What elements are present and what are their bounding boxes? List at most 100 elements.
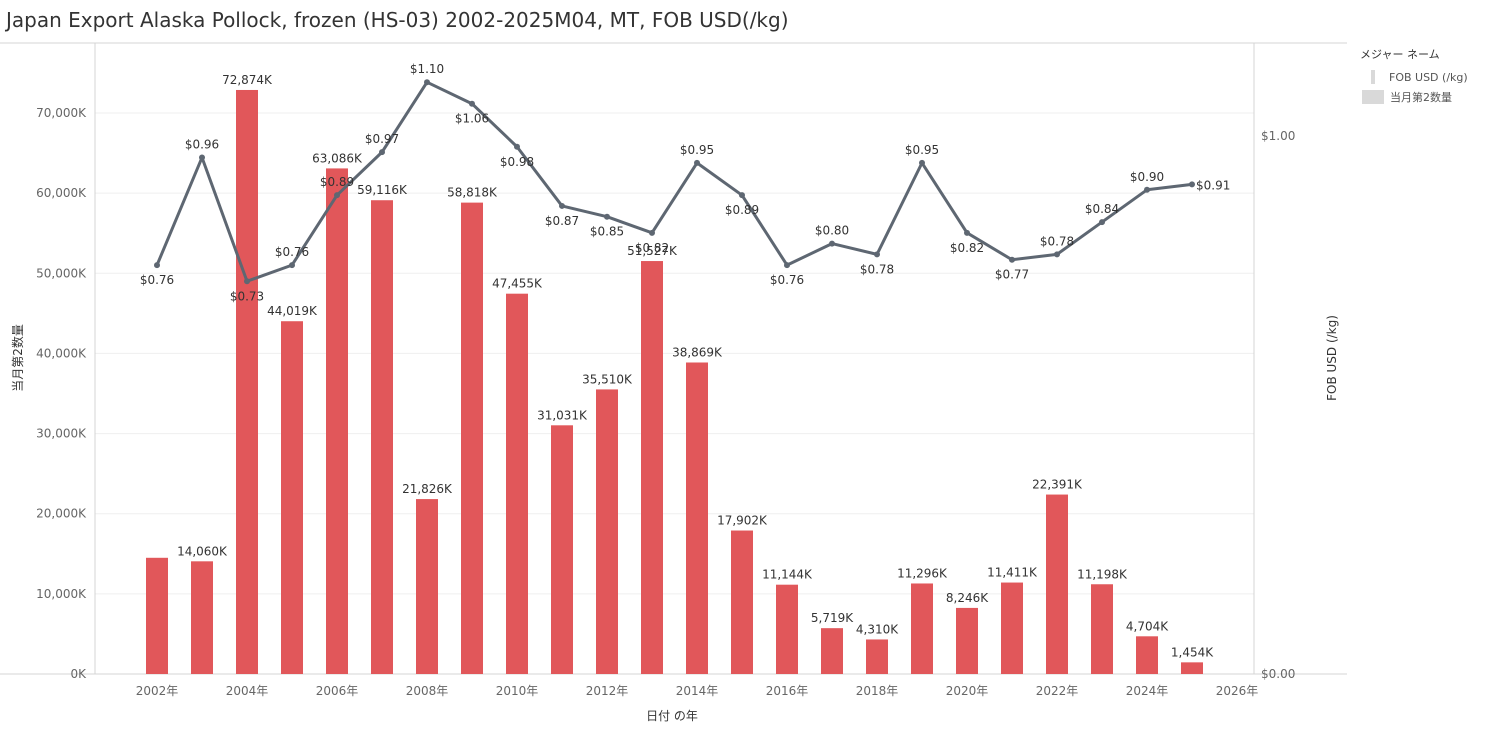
bar[interactable] xyxy=(641,261,663,674)
bar[interactable] xyxy=(326,168,348,674)
legend-item-label: FOB USD (/kg) xyxy=(1389,70,1468,84)
bar[interactable] xyxy=(1046,494,1068,674)
bar-data-label: 59,116K xyxy=(357,183,408,197)
legend: メジャー ネーム FOB USD (/kg) 当月第2数量 xyxy=(1360,46,1468,107)
bar[interactable] xyxy=(1181,662,1203,674)
line-point[interactable] xyxy=(289,262,295,269)
bar-data-label: 38,869K xyxy=(672,345,723,359)
bar-data-label: 72,874K xyxy=(222,73,273,87)
bar-data-label: 63,086K xyxy=(312,151,363,165)
line-data-label: $0.95 xyxy=(905,143,939,157)
bar-data-label: 21,826K xyxy=(402,482,453,496)
bar-data-label: 8,246K xyxy=(946,591,989,605)
line-data-label: $0.78 xyxy=(860,262,894,276)
line-point[interactable] xyxy=(1189,181,1195,188)
bar-data-label: 11,296K xyxy=(897,566,948,580)
y-right-tick-label: $1.00 xyxy=(1261,129,1295,143)
legend-title: メジャー ネーム xyxy=(1360,48,1440,61)
x-tick-label: 2020年 xyxy=(946,684,989,698)
bar[interactable] xyxy=(731,530,753,674)
bar[interactable] xyxy=(191,561,213,674)
bar[interactable] xyxy=(146,557,168,674)
y-axis-right-label: FOB USD (/kg) xyxy=(1325,315,1339,401)
bar-data-label: 58,818K xyxy=(447,186,498,200)
bar[interactable] xyxy=(236,89,258,675)
bar[interactable] xyxy=(911,583,933,674)
x-tick-label: 2010年 xyxy=(496,684,539,698)
line-point[interactable] xyxy=(739,192,745,199)
bar[interactable] xyxy=(1091,584,1113,674)
legend-item-quantity[interactable]: 当月第2数量 xyxy=(1360,87,1468,107)
bar[interactable] xyxy=(956,607,978,674)
chart-title: Japan Export Alaska Pollock, frozen (HS-… xyxy=(6,8,789,32)
line-point[interactable] xyxy=(559,202,565,209)
bar[interactable] xyxy=(506,293,528,674)
line-point[interactable] xyxy=(199,154,205,161)
bar-data-label: 11,411K xyxy=(987,566,1038,580)
line-data-label: $0.78 xyxy=(1040,234,1074,248)
line-data-label: $0.76 xyxy=(275,245,309,259)
bar[interactable] xyxy=(281,321,303,674)
line-point[interactable] xyxy=(784,262,790,269)
bar[interactable] xyxy=(1001,582,1023,674)
x-tick-label: 2004年 xyxy=(226,684,269,698)
bar[interactable] xyxy=(686,362,708,674)
bar[interactable] xyxy=(416,499,438,674)
bar[interactable] xyxy=(1136,636,1158,674)
bar-data-label: 1,454K xyxy=(1171,645,1214,659)
x-tick-label: 2022年 xyxy=(1036,684,1079,698)
x-tick-label: 2016年 xyxy=(766,684,809,698)
line-point[interactable] xyxy=(874,251,880,258)
line-point[interactable] xyxy=(1009,256,1015,263)
line-point[interactable] xyxy=(964,229,970,236)
line-point[interactable] xyxy=(424,79,430,86)
line-data-label: $0.76 xyxy=(770,273,804,287)
line-data-label: $0.82 xyxy=(950,241,984,255)
line-point[interactable] xyxy=(649,229,655,236)
bar[interactable] xyxy=(371,200,393,675)
line-point[interactable] xyxy=(334,192,340,199)
line-point[interactable] xyxy=(694,159,700,166)
line-data-label: $0.89 xyxy=(320,175,354,189)
line-data-label: $0.85 xyxy=(590,225,624,239)
bar[interactable] xyxy=(551,425,573,674)
line-data-label: $0.91 xyxy=(1196,178,1230,192)
line-data-label: $0.73 xyxy=(230,289,264,303)
legend-item-fob[interactable]: FOB USD (/kg) xyxy=(1360,67,1468,87)
legend-item-label: 当月第2数量 xyxy=(1390,91,1452,104)
line-point[interactable] xyxy=(379,149,385,156)
line-point[interactable] xyxy=(829,240,835,247)
bar-data-label: 22,391K xyxy=(1032,478,1083,492)
x-axis-label: 日付 の年 xyxy=(646,709,698,723)
bar-data-label: 11,198K xyxy=(1077,567,1128,581)
line-data-label: $0.90 xyxy=(1130,170,1164,184)
bar-series xyxy=(146,89,1203,675)
line-data-labels: $0.76 $0.96 $0.73 $0.76 $0.89 $0.97 $1.10 $1.06… xyxy=(140,62,1231,303)
line-point[interactable] xyxy=(919,159,925,166)
tick-labels: 0K 10,000K 20,000K 30,000K 40,000K 50,000K 60,… xyxy=(36,106,1295,698)
line-point[interactable] xyxy=(604,213,610,220)
legend-line-swatch-icon xyxy=(1371,70,1375,84)
bar[interactable] xyxy=(821,628,843,674)
bar-data-label: 17,902K xyxy=(717,514,768,528)
line-data-label: $0.95 xyxy=(680,143,714,157)
x-tick-label: 2002年 xyxy=(136,684,179,698)
line-point[interactable] xyxy=(1054,251,1060,258)
bar[interactable] xyxy=(866,639,888,674)
x-tick-label: 2024年 xyxy=(1126,684,1169,698)
y-left-tick-label: 40,000K xyxy=(36,346,87,360)
legend-bar-swatch-icon xyxy=(1362,90,1384,104)
line-point[interactable] xyxy=(244,278,250,285)
bar-data-labels: 14,060K 72,874K 44,019K 63,086K 59,116K 21,82… xyxy=(177,73,1214,659)
line-point[interactable] xyxy=(1099,219,1105,226)
y-left-tick-label: 20,000K xyxy=(36,507,87,521)
x-tick-label: 2026年 xyxy=(1216,684,1259,698)
x-tick-label: 2006年 xyxy=(316,684,359,698)
bar[interactable] xyxy=(596,389,618,674)
line-point[interactable] xyxy=(469,100,475,107)
line-point[interactable] xyxy=(1144,186,1150,193)
line-point[interactable] xyxy=(154,262,160,269)
line-point[interactable] xyxy=(514,143,520,150)
bar[interactable] xyxy=(461,202,483,675)
bar[interactable] xyxy=(776,584,798,674)
